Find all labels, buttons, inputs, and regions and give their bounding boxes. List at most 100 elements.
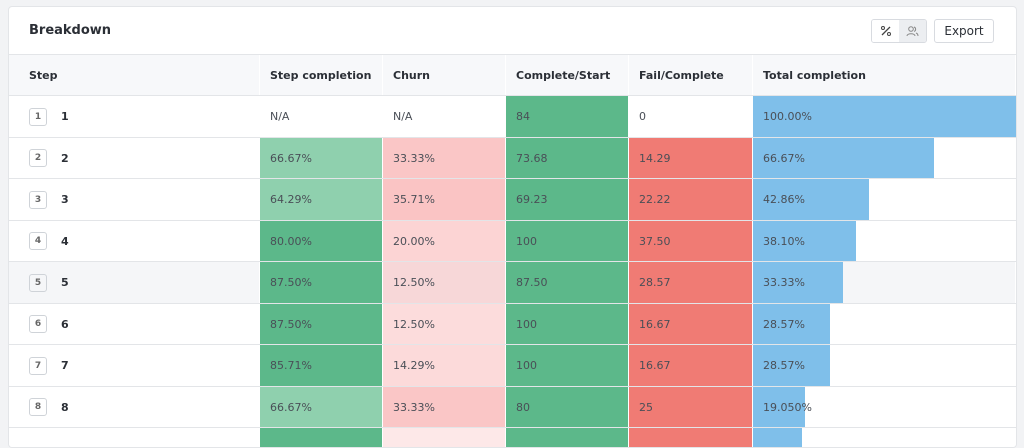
- step-label: 4: [61, 234, 69, 248]
- completion-bar: [753, 137, 934, 179]
- step-badge: 2: [29, 149, 47, 168]
- total-completion-cell: 33.33%: [753, 262, 1016, 304]
- breakdown-panel: Breakdown Export Step Step completion Chur…: [8, 6, 1017, 448]
- metric-cell: 64.29%: [260, 179, 383, 221]
- total-completion-cell: 28.57%: [753, 345, 1016, 387]
- metric-cell: [629, 428, 753, 447]
- metric-cell: 100: [506, 220, 629, 262]
- cell-value: 33.33%: [763, 276, 805, 290]
- total-completion-cell: 42.86%: [753, 179, 1016, 221]
- table-row: 3 3 64.29% 35.71% 69.23 22.22 42.86%: [9, 178, 1016, 221]
- metric-cell: 33.33%: [383, 386, 506, 428]
- step-badge: 6: [29, 315, 47, 334]
- metric-cell: 69.23: [506, 179, 629, 221]
- step-label: 3: [61, 193, 69, 207]
- column-header: Total completion: [753, 55, 1016, 96]
- users-toggle[interactable]: [899, 20, 926, 42]
- total-completion-cell: 66.67%: [753, 137, 1016, 179]
- total-completion-cell: 38.10%: [753, 220, 1016, 262]
- header-row: Step Step completion Churn Complete/Start Fa…: [9, 54, 1016, 96]
- total-completion-cell: 19.050%: [753, 386, 1016, 428]
- metric-cell: 87.50%: [260, 303, 383, 345]
- metric-cell: [506, 428, 629, 447]
- completion-bar: [753, 262, 844, 304]
- table-row: 6 6 87.50% 12.50% 100 16.67 28.57%: [9, 302, 1016, 345]
- metric-cell: 0: [629, 96, 753, 138]
- completion-bar: [753, 179, 870, 221]
- view-toggle[interactable]: [871, 19, 927, 43]
- completion-bar: [753, 345, 831, 387]
- completion-bar: [753, 386, 805, 428]
- metric-cell: 87.50%: [260, 262, 383, 304]
- table-row: 8 8 66.67% 33.33% 80 25 19.050%: [9, 385, 1016, 428]
- metric-cell: 85.71%: [260, 345, 383, 387]
- metric-cell: N/A: [260, 96, 383, 138]
- metric-cell: 12.50%: [383, 262, 506, 304]
- metric-cell: [260, 428, 383, 447]
- metric-cell: 87.50: [506, 262, 629, 304]
- metric-cell: 16.67: [629, 303, 753, 345]
- metric-cell: 66.67%: [260, 137, 383, 179]
- step-badge: 5: [29, 273, 47, 292]
- table-row-partial: [9, 427, 1016, 447]
- metric-cell: 35.71%: [383, 179, 506, 221]
- metric-cell: 28.57: [629, 262, 753, 304]
- metric-cell: 16.67: [629, 345, 753, 387]
- step-badge: 8: [29, 398, 47, 417]
- metric-cell: N/A: [383, 96, 506, 138]
- step-badge: 7: [29, 356, 47, 375]
- cell-value: 66.67%: [763, 151, 805, 165]
- step-label: 2: [61, 151, 69, 165]
- cell-value: 28.57%: [763, 317, 805, 331]
- metric-cell: 80.00%: [260, 220, 383, 262]
- percent-toggle[interactable]: [872, 20, 899, 42]
- table-row: 4 4 80.00% 20.00% 100 37.50 38.10%: [9, 219, 1016, 262]
- step-label: 8: [61, 400, 69, 414]
- completion-bar: [753, 96, 1016, 138]
- step-label: 1: [61, 110, 69, 124]
- completion-bar: [753, 303, 831, 345]
- metric-cell: 20.00%: [383, 220, 506, 262]
- metric-cell: 66.67%: [260, 386, 383, 428]
- step-badge: 3: [29, 190, 47, 209]
- metric-cell: 80: [506, 386, 629, 428]
- metric-cell: 12.50%: [383, 303, 506, 345]
- metric-cell: 33.33%: [383, 137, 506, 179]
- table-row: 2 2 66.67% 33.33% 73.68 14.29 66.67%: [9, 136, 1016, 179]
- step-label: 6: [61, 317, 69, 331]
- cell-value: 100.00%: [763, 110, 812, 124]
- completion-bar: [753, 220, 857, 262]
- metric-cell: 84: [506, 96, 629, 138]
- metric-cell: 37.50: [629, 220, 753, 262]
- total-completion-cell: 100.00%: [753, 96, 1016, 138]
- metric-cell: 14.29: [629, 137, 753, 179]
- table-row: 1 1 N/A N/A 84 0 100.00%: [9, 95, 1016, 138]
- column-header: Step: [9, 55, 260, 96]
- step-badge: 4: [29, 232, 47, 251]
- metric-cell: 14.29%: [383, 345, 506, 387]
- column-header: Complete/Start: [506, 55, 629, 96]
- column-header: Churn: [383, 55, 506, 96]
- step-label: 5: [61, 276, 69, 290]
- metric-cell: 22.22: [629, 179, 753, 221]
- cell-value: 19.050%: [763, 400, 812, 414]
- export-button[interactable]: Export: [934, 19, 994, 43]
- completion-bar: [753, 428, 803, 447]
- total-completion-cell: 28.57%: [753, 303, 1016, 345]
- panel-title: Breakdown: [29, 23, 112, 38]
- metric-cell: 100: [506, 345, 629, 387]
- table-row: 7 7 85.71% 14.29% 100 16.67 28.57%: [9, 344, 1016, 387]
- step-badge: 1: [29, 107, 47, 126]
- cell-value: 38.10%: [763, 234, 805, 248]
- column-header: Fail/Complete: [629, 55, 753, 96]
- metric-cell: 25: [629, 386, 753, 428]
- cell-value: 28.57%: [763, 359, 805, 373]
